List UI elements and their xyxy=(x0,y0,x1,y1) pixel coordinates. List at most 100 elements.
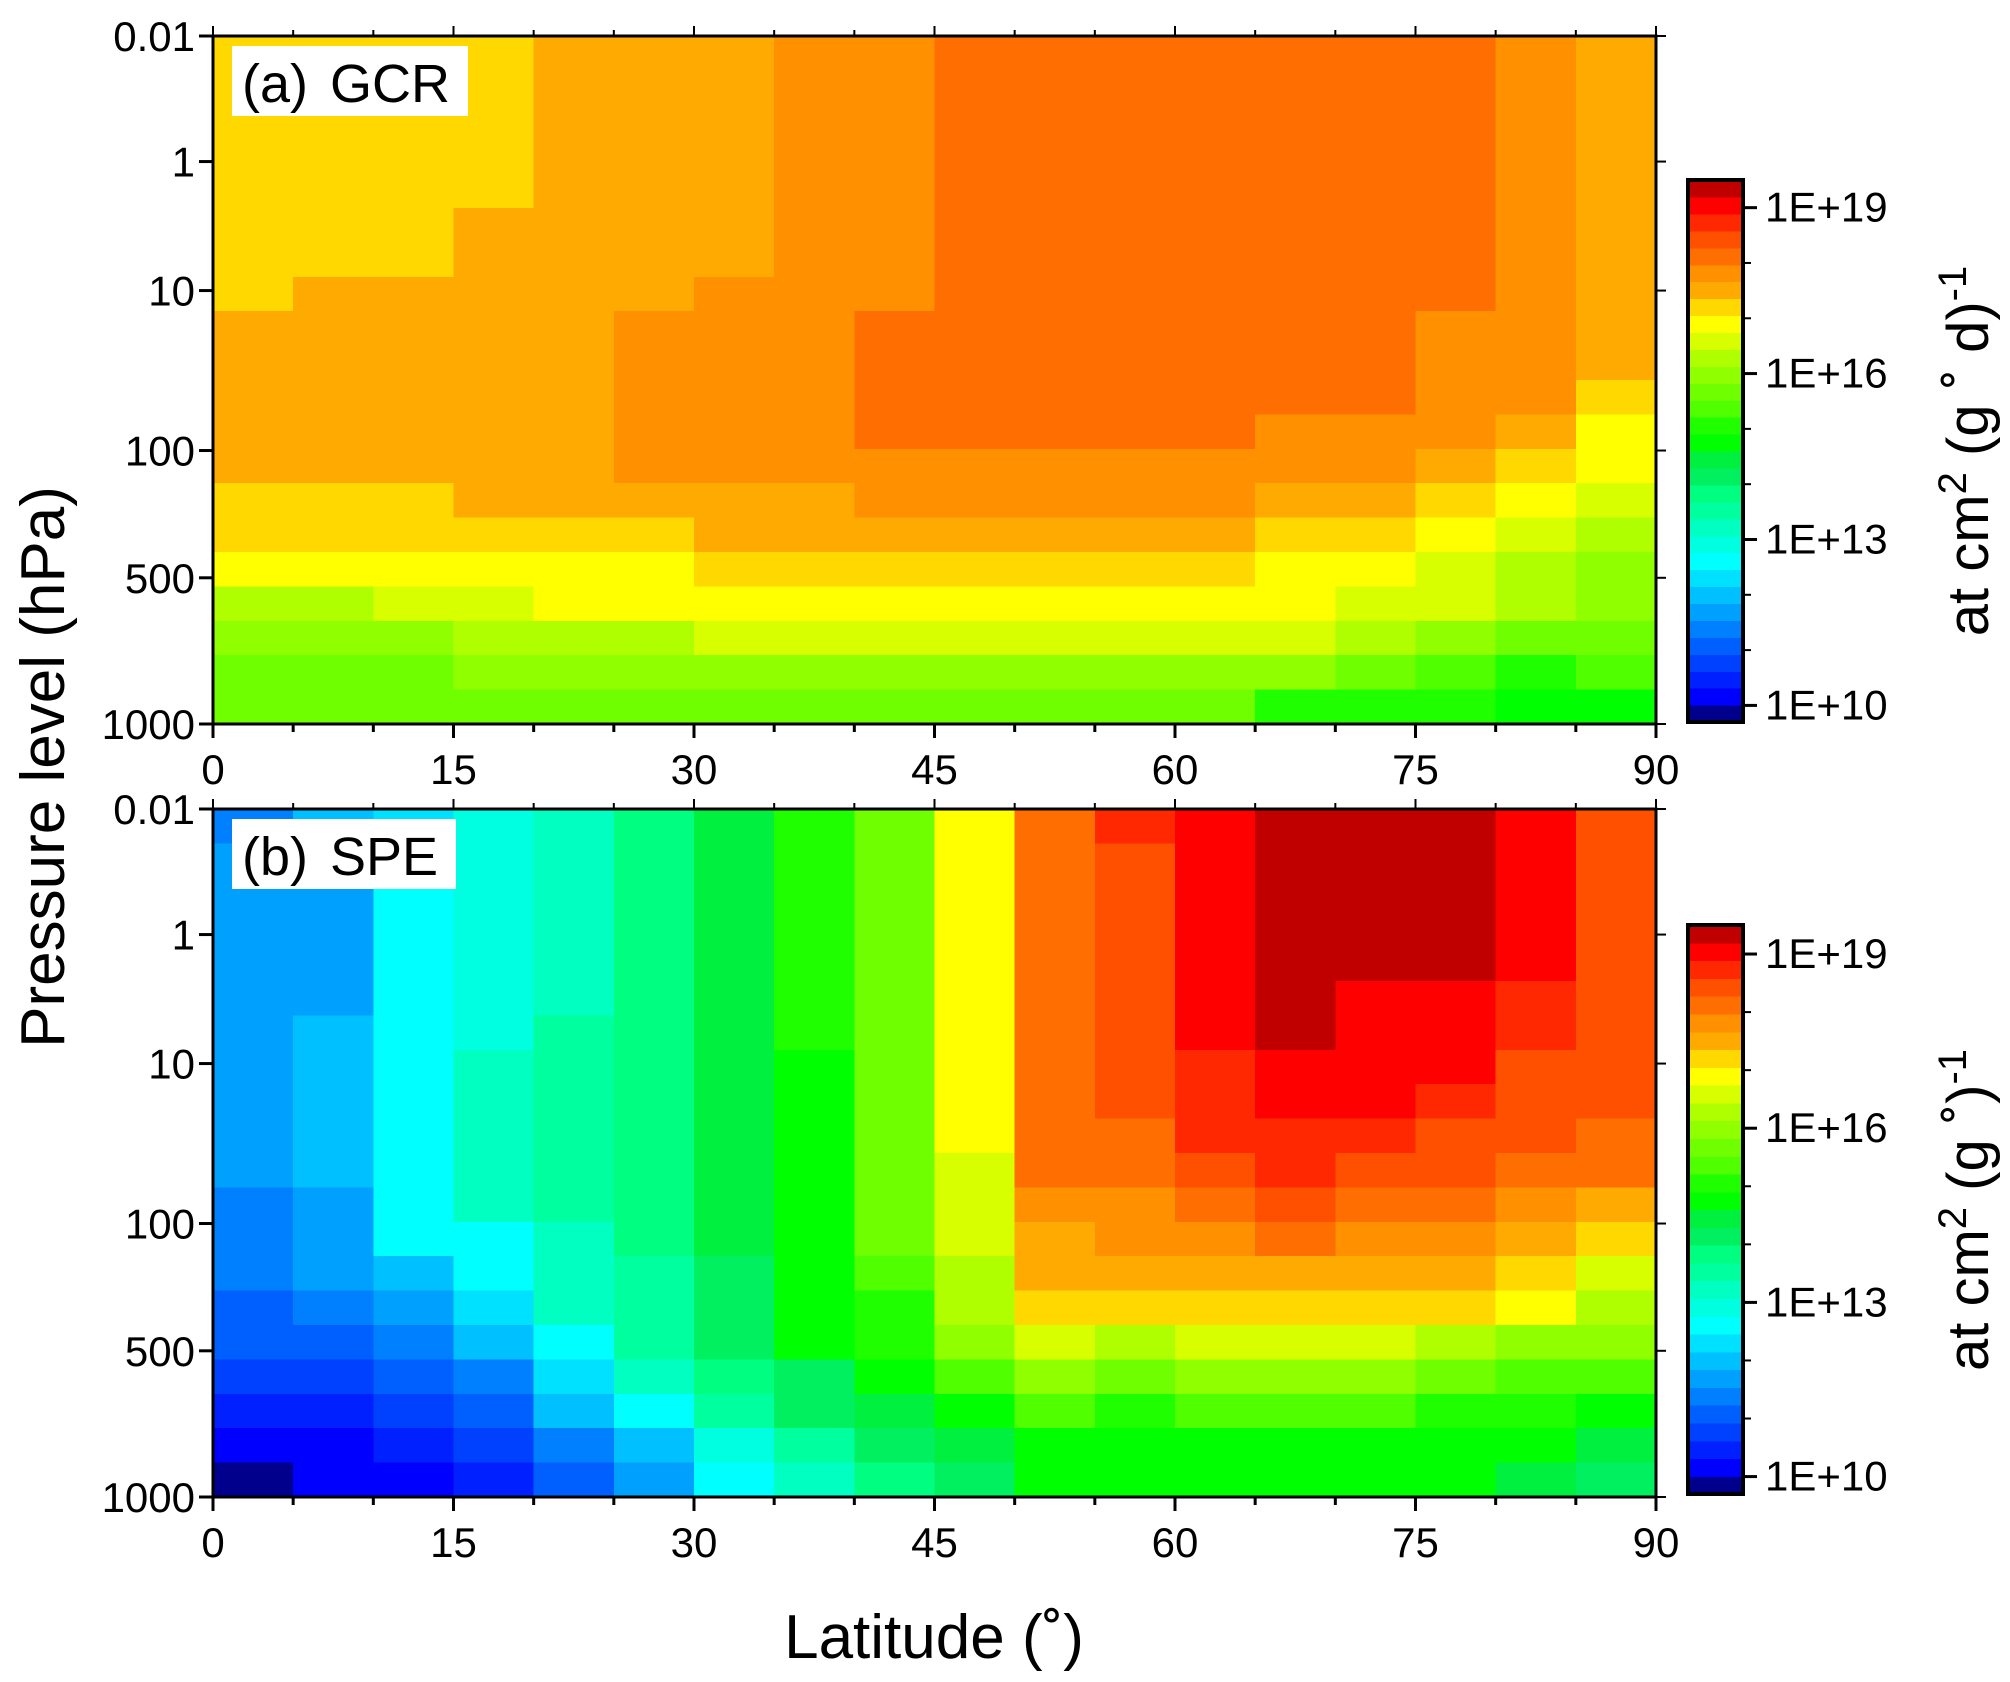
heatmap-cell xyxy=(934,1428,1016,1464)
heatmap-cell xyxy=(613,208,695,243)
heatmap-cell xyxy=(1335,1187,1417,1223)
heatmap-cell xyxy=(1495,877,1577,913)
heatmap-cell xyxy=(293,242,374,278)
y-axis-title: Pressure level (hPa) xyxy=(9,486,78,1048)
heatmap-cell xyxy=(694,345,775,381)
x-tick-label: 0 xyxy=(201,1519,224,1566)
heatmap-cell xyxy=(1175,1221,1256,1257)
heatmap-cell xyxy=(373,1256,455,1292)
colorbar-a-title-main: at cm xyxy=(1936,494,2001,636)
heatmap-cell xyxy=(1335,380,1417,415)
heatmap-cell xyxy=(774,946,855,982)
panel-a-name: GCR xyxy=(330,54,450,114)
heatmap-cell xyxy=(1175,1015,1256,1051)
heatmap-cell xyxy=(1575,311,1657,347)
heatmap-cell xyxy=(934,242,1016,278)
heatmap-cell xyxy=(533,345,615,381)
heatmap-cell xyxy=(1014,1084,1096,1120)
panel-a: 0 15 30 45 60 75 90 0.01 1 10 100 500 1000 xyxy=(102,13,1680,793)
colorbar-a-title-sup2: -1 xyxy=(1931,266,1975,302)
heatmap-cell xyxy=(613,139,695,175)
heatmap-cell xyxy=(213,1187,294,1223)
heatmap-cell xyxy=(1335,483,1417,519)
heatmap-cell xyxy=(694,276,775,312)
heatmap-cell xyxy=(774,242,855,278)
colorbar-a-title-sup: 2 xyxy=(1931,472,1975,494)
heatmap-cell xyxy=(1175,104,1256,140)
heatmap-cell xyxy=(774,1084,855,1120)
heatmap-cell xyxy=(613,276,695,312)
heatmap-cell xyxy=(533,36,615,71)
colorbar-band xyxy=(1688,1316,1743,1335)
colorbar-band xyxy=(1688,1387,1743,1406)
heatmap-cell xyxy=(293,1428,374,1464)
heatmap-cell xyxy=(1175,689,1256,725)
heatmap-cell xyxy=(774,877,855,913)
heatmap-cell xyxy=(1495,345,1577,381)
heatmap-cell xyxy=(1014,843,1096,879)
heatmap-cell xyxy=(1415,380,1497,415)
y-tick-label: 10 xyxy=(148,268,195,315)
heatmap-cell xyxy=(1094,655,1176,691)
heatmap-cell xyxy=(774,414,855,450)
heatmap-cell xyxy=(854,242,936,278)
heatmap-cell xyxy=(1575,620,1657,656)
heatmap-cell xyxy=(533,843,615,879)
heatmap-cell xyxy=(1175,552,1256,587)
heatmap-cell xyxy=(373,1290,455,1326)
heatmap-cell xyxy=(1575,139,1657,175)
heatmap-cell xyxy=(1175,1428,1256,1464)
colorbar-band xyxy=(1688,942,1743,962)
heatmap-cell xyxy=(613,1462,695,1498)
colorbar-band xyxy=(1688,1280,1743,1300)
heatmap-cell xyxy=(213,1256,294,1292)
heatmap-cell xyxy=(1255,104,1336,140)
heatmap-cell xyxy=(1255,276,1336,312)
heatmap-cell xyxy=(934,1187,1016,1223)
heatmap-cell xyxy=(1575,689,1657,725)
heatmap-cell xyxy=(1335,1393,1417,1429)
heatmap-cell xyxy=(533,877,615,913)
heatmap-cell xyxy=(774,655,855,691)
heatmap-cell xyxy=(694,380,775,415)
heatmap-cell xyxy=(774,311,855,347)
heatmap-cell xyxy=(293,448,374,484)
heatmap-cell xyxy=(774,1187,855,1223)
heatmap-cell xyxy=(854,345,936,381)
heatmap-cell xyxy=(694,1290,775,1326)
heatmap-cell xyxy=(453,981,535,1016)
heatmap-cell xyxy=(293,1359,374,1395)
heatmap-cell xyxy=(1014,139,1096,175)
colorbar-tick-label: 1E+10 xyxy=(1765,1453,1888,1500)
heatmap-cell xyxy=(1335,276,1417,312)
heatmap-cell xyxy=(1335,414,1417,450)
heatmap-cell xyxy=(774,843,855,879)
heatmap-cell xyxy=(1094,1359,1176,1395)
heatmap-cell xyxy=(1255,586,1336,622)
heatmap-cell xyxy=(453,1118,535,1154)
colorbar-band xyxy=(1688,501,1743,520)
heatmap-cell xyxy=(453,345,535,381)
heatmap-cell xyxy=(1495,689,1577,725)
heatmap-cell xyxy=(934,139,1016,175)
heatmap-cell xyxy=(533,104,615,140)
heatmap-cell xyxy=(453,809,535,844)
heatmap-cell xyxy=(934,1325,1016,1360)
heatmap-cell xyxy=(1094,139,1176,175)
heatmap-cell xyxy=(613,448,695,484)
heatmap-cell xyxy=(613,173,695,209)
heatmap-cell xyxy=(1014,1049,1096,1085)
heatmap-cell xyxy=(1575,1428,1657,1464)
heatmap-cell xyxy=(613,345,695,381)
heatmap-cell xyxy=(854,1187,936,1223)
colorbar-band xyxy=(1688,247,1743,266)
heatmap-cell xyxy=(453,689,535,725)
heatmap-cell xyxy=(1335,912,1417,948)
heatmap-cell xyxy=(613,242,695,278)
heatmap-cell xyxy=(293,483,374,519)
colorbar-band xyxy=(1688,978,1743,997)
heatmap-cell xyxy=(694,655,775,691)
heatmap-cell xyxy=(774,586,855,622)
heatmap-cell xyxy=(1014,1290,1096,1326)
heatmap-cell xyxy=(533,1084,615,1120)
